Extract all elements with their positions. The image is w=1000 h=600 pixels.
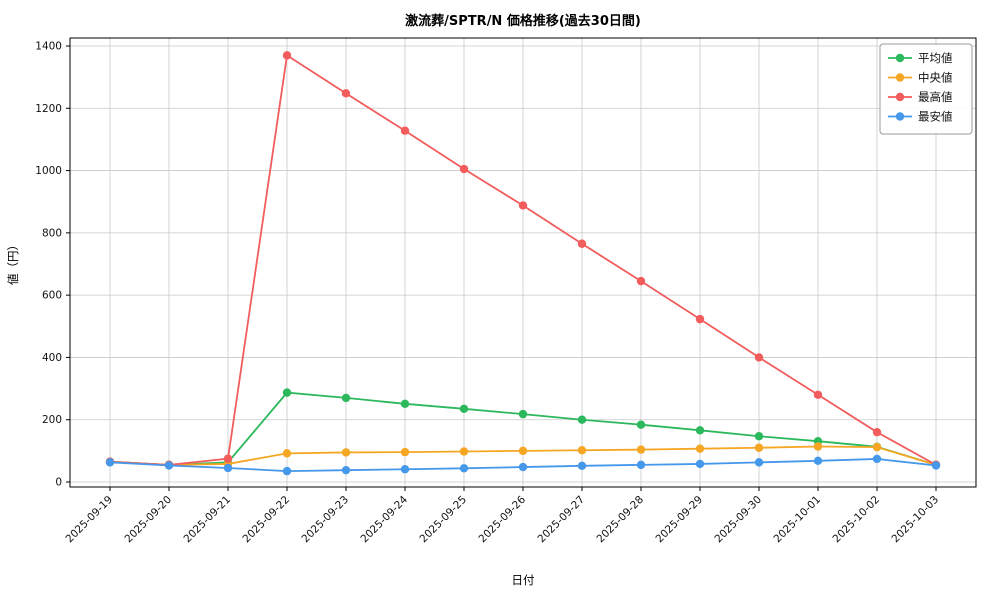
data-point: [282, 388, 292, 397]
y-axis-label: 値（円）: [6, 239, 20, 285]
data-point: [577, 446, 587, 455]
data-point: [282, 51, 292, 60]
x-tick-label: 2025-09-28: [594, 494, 646, 546]
data-point: [754, 353, 764, 362]
data-point: [341, 89, 351, 98]
data-point: [695, 314, 705, 324]
data-point: [459, 447, 469, 456]
data-point: [518, 462, 528, 472]
legend-label: 最高値: [918, 90, 953, 104]
legend-box: [879, 43, 973, 135]
y-tick-label: 1200: [35, 103, 62, 115]
legend-marker-icon: [895, 73, 905, 82]
data-point: [754, 443, 764, 452]
data-point: [400, 399, 410, 409]
x-tick-label: 2025-10-01: [771, 494, 823, 546]
data-point: [636, 460, 646, 470]
data-point: [400, 126, 410, 135]
x-tick-label: 2025-09-25: [417, 494, 469, 546]
legend-label: 平均値: [918, 51, 953, 65]
x-tick-label: 2025-09-29: [653, 494, 705, 546]
data-point: [341, 448, 351, 457]
y-tick-label: 200: [42, 414, 62, 426]
legend-item: 中央値: [888, 71, 953, 85]
x-tick-label: 2025-09-22: [240, 494, 292, 546]
data-point: [518, 201, 528, 210]
grid-lines: [70, 38, 976, 487]
data-point: [577, 239, 587, 248]
x-tick-label: 2025-09-30: [712, 494, 764, 546]
legend-label: 中央値: [918, 71, 953, 85]
x-tick-label: 2025-09-19: [63, 494, 115, 546]
chart-title: 激流葬/SPTR/N 価格推移(過去30日間): [405, 13, 641, 29]
data-point: [223, 454, 233, 463]
y-tick-label: 800: [42, 227, 62, 239]
data-point: [282, 449, 292, 458]
y-tick-label: 600: [42, 290, 62, 302]
legend-item: 最高値: [888, 90, 953, 104]
data-point: [695, 444, 705, 453]
data-point: [754, 432, 764, 441]
legend-marker-icon: [895, 92, 905, 102]
data-point: [695, 459, 705, 469]
x-tick-label: 2025-10-03: [889, 494, 941, 546]
data-point: [459, 164, 469, 174]
y-tick-label: 0: [55, 477, 62, 489]
data-point: [813, 390, 823, 399]
data-point: [872, 442, 882, 452]
data-point: [754, 458, 764, 467]
x-tick-label: 2025-09-21: [181, 494, 233, 546]
data-point: [105, 458, 115, 467]
data-point: [695, 426, 705, 435]
data-point: [223, 463, 233, 473]
data-point: [636, 276, 646, 286]
data-point: [931, 461, 941, 470]
data-point: [400, 465, 410, 474]
data-point: [636, 445, 646, 454]
data-point: [282, 466, 292, 476]
data-point: [872, 454, 882, 464]
y-tick-label: 1400: [35, 41, 62, 53]
x-tick-label: 2025-09-23: [299, 494, 351, 546]
y-tick-label: 400: [42, 352, 62, 364]
data-point: [341, 393, 351, 403]
x-tick-label: 2025-10-02: [830, 494, 882, 546]
y-tick-label: 1000: [35, 165, 62, 177]
legend-item: 平均値: [888, 51, 953, 65]
series-最安値: [105, 454, 941, 476]
x-tick-label: 2025-09-20: [122, 494, 174, 546]
legend-marker-icon: [895, 53, 905, 63]
legend-marker-icon: [895, 112, 905, 121]
data-series: [105, 51, 941, 476]
data-point: [518, 446, 528, 456]
data-point: [518, 409, 528, 419]
data-point: [459, 404, 469, 414]
x-axis-label: 日付: [512, 573, 535, 587]
x-tick-label: 2025-09-26: [476, 493, 528, 545]
legend-item: 最安値: [888, 110, 953, 124]
legend-label: 最安値: [918, 110, 953, 124]
data-point: [400, 447, 410, 457]
x-tick-label: 2025-09-24: [358, 493, 410, 545]
x-tick-label: 2025-09-27: [535, 494, 587, 546]
data-point: [872, 427, 882, 437]
data-point: [813, 456, 823, 466]
data-point: [341, 465, 351, 475]
data-point: [813, 442, 823, 451]
data-point: [459, 464, 469, 473]
data-point: [164, 461, 174, 470]
data-point: [577, 415, 587, 424]
data-point: [636, 420, 646, 429]
data-point: [577, 461, 587, 471]
